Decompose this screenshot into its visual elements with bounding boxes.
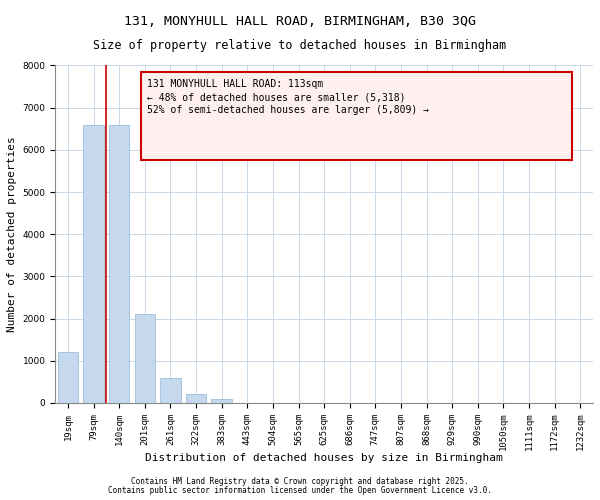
FancyBboxPatch shape (141, 72, 572, 160)
Text: 131 MONYHULL HALL ROAD: 113sqm
← 48% of detached houses are smaller (5,318)
52% : 131 MONYHULL HALL ROAD: 113sqm ← 48% of … (146, 79, 428, 116)
Text: Contains HM Land Registry data © Crown copyright and database right 2025.: Contains HM Land Registry data © Crown c… (131, 477, 469, 486)
X-axis label: Distribution of detached houses by size in Birmingham: Distribution of detached houses by size … (145, 453, 503, 463)
Bar (134, 314, 155, 403)
Bar (83, 124, 104, 403)
Bar (186, 394, 206, 403)
Bar (58, 352, 78, 403)
Text: 131, MONYHULL HALL ROAD, BIRMINGHAM, B30 3QG: 131, MONYHULL HALL ROAD, BIRMINGHAM, B30… (124, 15, 476, 28)
Text: Size of property relative to detached houses in Birmingham: Size of property relative to detached ho… (94, 39, 506, 52)
Y-axis label: Number of detached properties: Number of detached properties (7, 136, 17, 332)
Bar (160, 378, 181, 403)
Bar (109, 124, 130, 403)
Bar (211, 399, 232, 403)
Text: Contains public sector information licensed under the Open Government Licence v3: Contains public sector information licen… (108, 486, 492, 495)
